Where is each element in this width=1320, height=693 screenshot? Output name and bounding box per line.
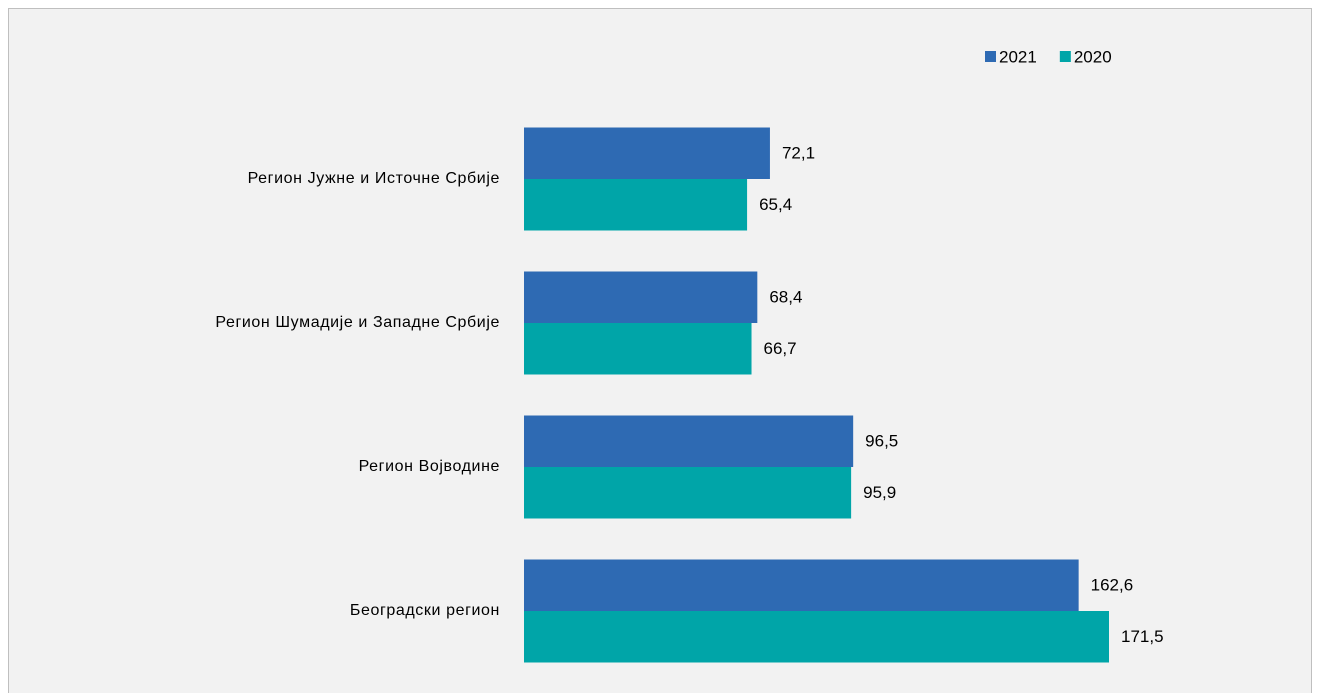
legend-label: 2021 — [999, 47, 1037, 66]
bar — [524, 127, 770, 179]
bar — [524, 179, 748, 231]
bar — [524, 611, 1109, 663]
data-label: 171,5 — [1121, 627, 1164, 646]
y-tick-label: Регион Шумадије и Западне Србије — [215, 314, 500, 331]
y-tick-label: Београдски регион — [350, 602, 500, 619]
data-label: 72,1 — [782, 144, 815, 163]
bar — [524, 323, 752, 375]
data-label: 65,4 — [759, 195, 792, 214]
data-label: 68,4 — [769, 288, 802, 307]
bar — [524, 415, 854, 467]
legend-swatch — [1059, 51, 1071, 62]
bar — [524, 271, 758, 323]
data-label: 66,7 — [764, 339, 797, 358]
y-tick-label: Регион Војводине — [359, 458, 500, 475]
data-label: 96,5 — [865, 432, 898, 451]
legend-swatch — [985, 51, 996, 62]
data-label: 162,6 — [1091, 576, 1134, 595]
legend-label: 2020 — [1074, 47, 1112, 66]
bar — [524, 467, 852, 519]
y-tick-label: Регион Јужне и Источне Србије — [248, 170, 500, 187]
bar — [524, 559, 1079, 611]
data-label: 95,9 — [863, 483, 896, 502]
